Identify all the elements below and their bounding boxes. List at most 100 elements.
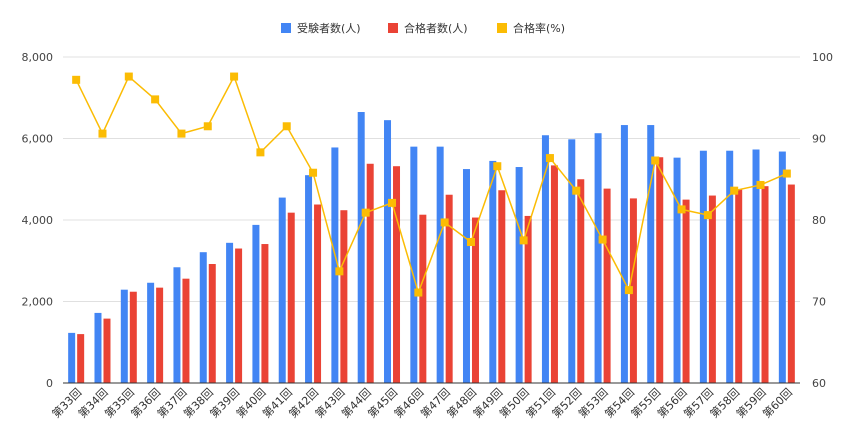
category-label: 第60回 — [760, 385, 795, 420]
bar-examinees — [252, 224, 260, 383]
rate-point — [414, 288, 423, 297]
bar-examinees — [120, 289, 128, 383]
bar-passers — [182, 278, 190, 383]
left-tick-label: 2,000 — [22, 296, 54, 309]
right-tick-label: 90 — [812, 133, 826, 146]
bar-examinees — [278, 197, 286, 383]
rate-point — [572, 186, 581, 195]
bar-passers — [761, 186, 769, 383]
bar-examinees — [515, 167, 523, 383]
left-axis-ticks: 0 2,000 4,000 6,000 8,000 — [22, 51, 54, 390]
rate-point — [361, 208, 370, 217]
bar-examinees — [620, 125, 628, 384]
bar-marks — [68, 112, 795, 384]
left-tick-label: 6,000 — [22, 133, 54, 146]
bar-examinees — [226, 242, 234, 383]
bar-passers — [682, 199, 690, 383]
rate-point — [782, 169, 791, 178]
bar-passers — [261, 244, 269, 383]
legend-swatch — [281, 23, 291, 33]
rate-line — [72, 72, 791, 297]
bar-passers — [445, 194, 453, 383]
bar-passers — [498, 190, 506, 383]
bar-passers — [419, 214, 427, 383]
rate-point — [98, 129, 107, 138]
legend-label: 受験者数(人) — [297, 21, 361, 35]
rate-point — [651, 156, 660, 165]
rate-point — [151, 95, 160, 104]
bar-examinees — [305, 175, 313, 383]
legend-label: 合格者数(人) — [404, 21, 468, 35]
bar-passers — [629, 198, 637, 383]
bar-examinees — [199, 252, 207, 383]
rate-point — [466, 238, 475, 247]
legend-swatch — [497, 23, 507, 33]
right-axis-ticks: 60 70 80 90 100 — [812, 51, 833, 390]
bar-examinees — [173, 267, 181, 383]
rate-point — [730, 186, 739, 195]
rate-point — [756, 180, 765, 189]
bar-passers — [366, 163, 374, 383]
rate-point — [493, 162, 502, 171]
rate-point — [72, 75, 81, 84]
rate-point — [703, 211, 712, 220]
bar-examinees — [699, 150, 707, 383]
bar-examinees — [489, 160, 497, 383]
bar-examinees — [410, 146, 418, 383]
bar-passers — [577, 179, 585, 383]
rate-point — [230, 72, 239, 81]
bar-examinees — [568, 139, 576, 383]
bar-passers — [129, 291, 137, 383]
rate-point — [203, 122, 212, 131]
rate-point — [624, 286, 633, 295]
rate-point — [440, 218, 449, 227]
bar-passers — [235, 248, 243, 383]
legend-swatch — [388, 23, 398, 33]
bar-examinees — [357, 112, 365, 383]
bar-examinees — [384, 120, 392, 383]
bar-examinees — [68, 332, 76, 383]
bar-passers — [103, 318, 111, 383]
bar-examinees — [647, 125, 655, 384]
bar-passers — [208, 264, 216, 383]
right-tick-label: 70 — [812, 296, 826, 309]
left-tick-label: 0 — [46, 377, 53, 390]
rate-point — [309, 168, 318, 177]
rate-polyline — [75, 74, 788, 295]
x-axis: 第33回第34回第35回第36回第37回第38回第39回第40回第41回第42回… — [49, 382, 800, 421]
bar-passers — [77, 334, 85, 383]
rate-point — [256, 148, 265, 157]
bar-passers — [524, 215, 532, 383]
rate-point — [282, 122, 291, 131]
bar-examinees — [752, 149, 760, 383]
left-tick-label: 8,000 — [22, 51, 54, 64]
rate-point — [124, 72, 133, 81]
bar-examinees — [436, 146, 444, 383]
bar-examinees — [462, 169, 470, 383]
rate-point — [598, 235, 607, 244]
bar-examinees — [94, 312, 102, 383]
right-tick-label: 100 — [812, 51, 833, 64]
rate-point — [519, 236, 528, 245]
bar-examinees — [673, 157, 681, 383]
bar-passers — [735, 189, 743, 383]
rate-point — [335, 267, 344, 276]
bar-passers — [787, 184, 795, 383]
bar-passers — [550, 165, 558, 383]
left-tick-label: 4,000 — [22, 214, 54, 227]
bar-examinees — [594, 133, 602, 383]
rate-point — [388, 198, 397, 207]
bar-passers — [603, 188, 611, 383]
legend-label: 合格率(%) — [513, 21, 565, 35]
rate-point — [545, 154, 554, 163]
bar-examinees — [331, 147, 339, 383]
bar-examinees — [726, 150, 734, 383]
bar-passers — [708, 195, 716, 383]
legend: 受験者数(人) 合格者数(人) 合格率(%) — [281, 21, 565, 35]
bar-passers — [340, 210, 348, 383]
bar-examinees — [778, 151, 786, 383]
bar-passers — [656, 157, 664, 383]
right-tick-label: 60 — [812, 377, 826, 390]
rate-point — [177, 129, 186, 138]
